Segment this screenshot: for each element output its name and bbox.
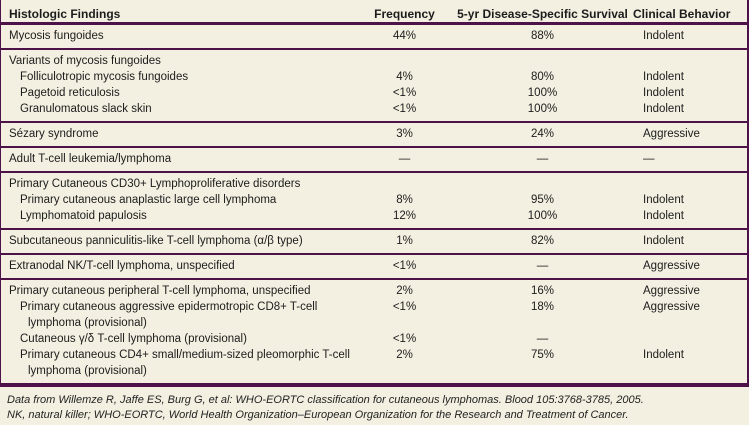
histology-cell: Granulomatous slack skin [20, 103, 152, 115]
survival-cell: — [536, 260, 549, 272]
behavior-cell: Aggressive [643, 301, 700, 313]
frequency-cell: 12% [392, 210, 417, 222]
behavior-cell: Aggressive [643, 285, 700, 297]
frequency-cell: 2% [396, 349, 413, 361]
histology-cell: Variants of mycosis fungoides [9, 55, 161, 67]
histology-cell: Pagetoid reticulosis [20, 87, 120, 99]
table-row: Primary cutaneous anaplastic large cell … [1, 192, 747, 208]
behavior-cell: Indolent [643, 103, 684, 115]
table-row: Mycosis fungoides 44% 88% Indolent [1, 28, 747, 44]
table-section-mycosis-fungoides: Mycosis fungoides 44% 88% Indolent [1, 25, 747, 50]
behavior-cell: Indolent [643, 210, 684, 222]
survival-cell: 88% [530, 30, 555, 42]
table-section-mf-variants: Variants of mycosis fungoides Folliculot… [1, 50, 747, 123]
table-row: Sézary syndrome 3% 24% Aggressive [1, 126, 747, 142]
survival-cell: 75% [530, 349, 555, 361]
who-eortc-lymphoma-table: Histologic Findings Frequency 5-yr Disea… [0, 0, 749, 387]
behavior-cell: Indolent [643, 71, 684, 83]
survival-cell: 82% [530, 235, 555, 247]
col-header-histologic-findings: Histologic Findings [9, 7, 121, 21]
histology-cell: Lymphomatoid papulosis [20, 210, 147, 222]
behavior-cell: Indolent [643, 30, 684, 42]
histology-cell: Extranodal NK/T-cell lymphoma, unspecifi… [9, 260, 235, 272]
frequency-cell: <1% [392, 301, 417, 313]
table-section-extranodal-nk: Extranodal NK/T-cell lymphoma, unspecifi… [1, 255, 747, 280]
frequency-cell: 3% [396, 128, 413, 140]
table-row: Primary cutaneous peripheral T-cell lymp… [1, 283, 747, 299]
survival-cell: 80% [530, 71, 555, 83]
frequency-cell: 44% [392, 30, 417, 42]
table-row: Primary cutaneous CD4+ small/medium-size… [1, 347, 747, 379]
table-row: Cutaneous γ/δ T-cell lymphoma (provision… [1, 331, 747, 347]
behavior-cell: Indolent [643, 194, 684, 206]
table-row: Primary cutaneous aggressive epidermotro… [1, 299, 747, 331]
frequency-cell: 4% [396, 71, 413, 83]
table-row: Granulomatous slack skin <1% 100% Indole… [1, 101, 747, 117]
survival-cell: 100% [527, 210, 558, 222]
histology-cell: Primary cutaneous peripheral T-cell lymp… [9, 285, 311, 297]
table-section-adult-t-cell: Adult T-cell leukemia/lymphoma — — — [1, 148, 747, 173]
histology-cell: Adult T-cell leukemia/lymphoma [9, 153, 172, 165]
table-row: Pagetoid reticulosis <1% 100% Indolent [1, 85, 747, 101]
table-row: Lymphomatoid papulosis 12% 100% Indolent [1, 208, 747, 224]
table-row: Adult T-cell leukemia/lymphoma — — — [1, 151, 747, 167]
table-footnotes: Data from Willemze R, Jaffe ES, Burg G, … [0, 387, 749, 423]
histology-cell: Mycosis fungoides [9, 30, 104, 42]
histology-cell: Primary Cutaneous CD30+ Lymphoproliferat… [9, 178, 301, 190]
col-header-frequency: Frequency [374, 7, 435, 21]
table-row: Folliculotropic mycosis fungoides 4% 80%… [1, 69, 747, 85]
frequency-cell: 8% [396, 194, 413, 206]
table-section-sezary: Sézary syndrome 3% 24% Aggressive [1, 123, 747, 148]
table-section-cd30-disorders: Primary Cutaneous CD30+ Lymphoproliferat… [1, 173, 747, 230]
table-section-panniculitis: Subcutaneous panniculitis-like T-cell ly… [1, 230, 747, 255]
col-header-clinical-behavior: Clinical Behavior [633, 7, 731, 21]
behavior-cell: Indolent [643, 235, 684, 247]
histology-cell: Cutaneous γ/δ T-cell lymphoma (provision… [20, 333, 247, 345]
survival-cell: 100% [527, 103, 558, 115]
survival-cell: — [536, 333, 549, 345]
histology-cell: Subcutaneous panniculitis-like T-cell ly… [9, 235, 303, 247]
footnote-source: Data from Willemze R, Jaffe ES, Burg G, … [7, 394, 644, 406]
table-row-group-header: Variants of mycosis fungoides [1, 53, 747, 69]
table-row: Extranodal NK/T-cell lymphoma, unspecifi… [1, 258, 747, 274]
histology-cell: Primary cutaneous aggressive epidermotro… [20, 301, 318, 329]
behavior-cell: — [643, 153, 655, 165]
survival-cell: 95% [530, 194, 555, 206]
behavior-cell: Aggressive [643, 260, 700, 272]
histology-cell: Primary cutaneous CD4+ small/medium-size… [20, 349, 350, 377]
table-row: Subcutaneous panniculitis-like T-cell ly… [1, 233, 747, 249]
footnote-abbreviations: NK, natural killer; WHO-EORTC, World Hea… [7, 409, 629, 421]
histology-cell: Primary cutaneous anaplastic large cell … [20, 194, 277, 206]
frequency-cell: 1% [396, 235, 413, 247]
behavior-cell: Indolent [643, 87, 684, 99]
col-header-survival: 5-yr Disease-Specific Survival [457, 7, 628, 21]
frequency-cell: <1% [392, 87, 417, 99]
survival-cell: 18% [530, 301, 555, 313]
survival-cell: 16% [530, 285, 555, 297]
frequency-cell: — [398, 153, 411, 165]
survival-cell: 100% [527, 87, 558, 99]
behavior-cell: Aggressive [643, 128, 700, 140]
histology-cell: Folliculotropic mycosis fungoides [20, 71, 189, 83]
frequency-cell: <1% [392, 103, 417, 115]
behavior-cell: Indolent [643, 349, 684, 361]
survival-cell: 24% [530, 128, 555, 140]
frequency-cell: 2% [396, 285, 413, 297]
survival-cell: — [536, 153, 549, 165]
table-header-row: Histologic Findings Frequency 5-yr Disea… [1, 0, 747, 25]
frequency-cell: <1% [392, 333, 417, 345]
table-section-peripheral-t-cell: Primary cutaneous peripheral T-cell lymp… [1, 280, 747, 383]
frequency-cell: <1% [392, 260, 417, 272]
histology-cell: Sézary syndrome [9, 128, 99, 140]
table-row-group-header: Primary Cutaneous CD30+ Lymphoproliferat… [1, 176, 747, 192]
